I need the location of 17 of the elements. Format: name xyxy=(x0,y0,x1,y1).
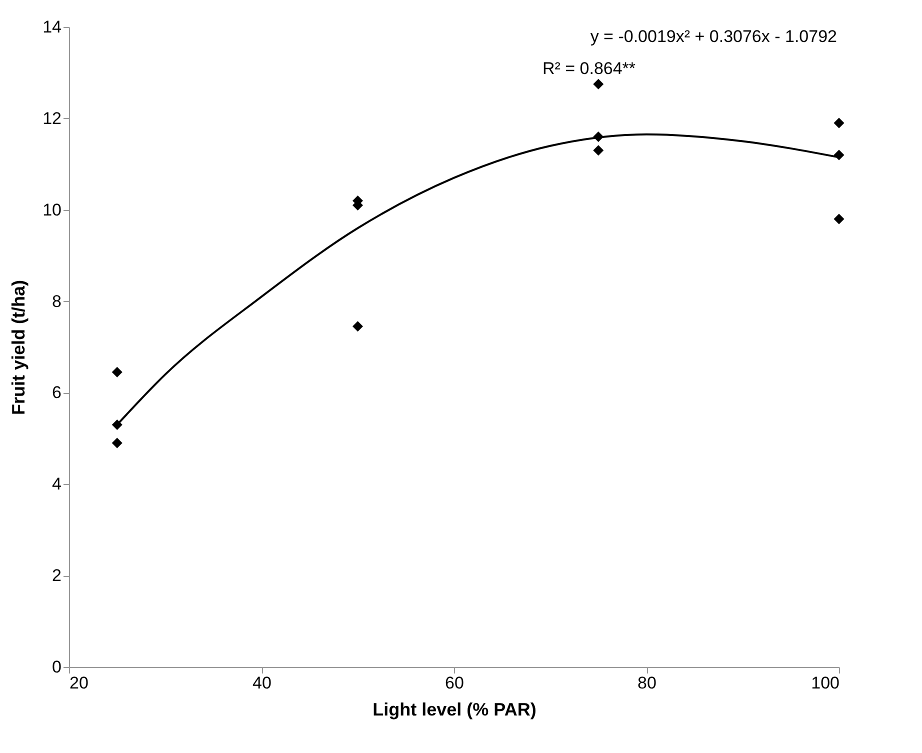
y-tick-label: 4 xyxy=(52,474,62,494)
x-tick-label: 80 xyxy=(638,674,656,692)
y-tick-label: 12 xyxy=(42,108,62,128)
y-axis-title: Fruit yield (t/ha) xyxy=(8,280,29,415)
x-tick-label: 60 xyxy=(445,674,464,692)
y-tick-label: 2 xyxy=(52,566,62,586)
y-tick-label: 6 xyxy=(52,383,62,402)
y-tick-label: 10 xyxy=(42,200,62,220)
y-tick-label: 14 xyxy=(42,18,62,36)
x-tick-label: 20 xyxy=(70,674,88,692)
x-axis-title: Light level (% PAR) xyxy=(372,700,536,720)
annotation: y = -0.0019x² + 0.3076x - 1.0792 xyxy=(590,27,837,46)
y-tick-label: 0 xyxy=(52,658,62,676)
x-tick-label: 100 xyxy=(811,674,840,692)
y-tick-label: 8 xyxy=(52,292,62,311)
x-tick-label: 40 xyxy=(252,674,272,692)
annotation: R² = 0.864** xyxy=(542,59,636,78)
